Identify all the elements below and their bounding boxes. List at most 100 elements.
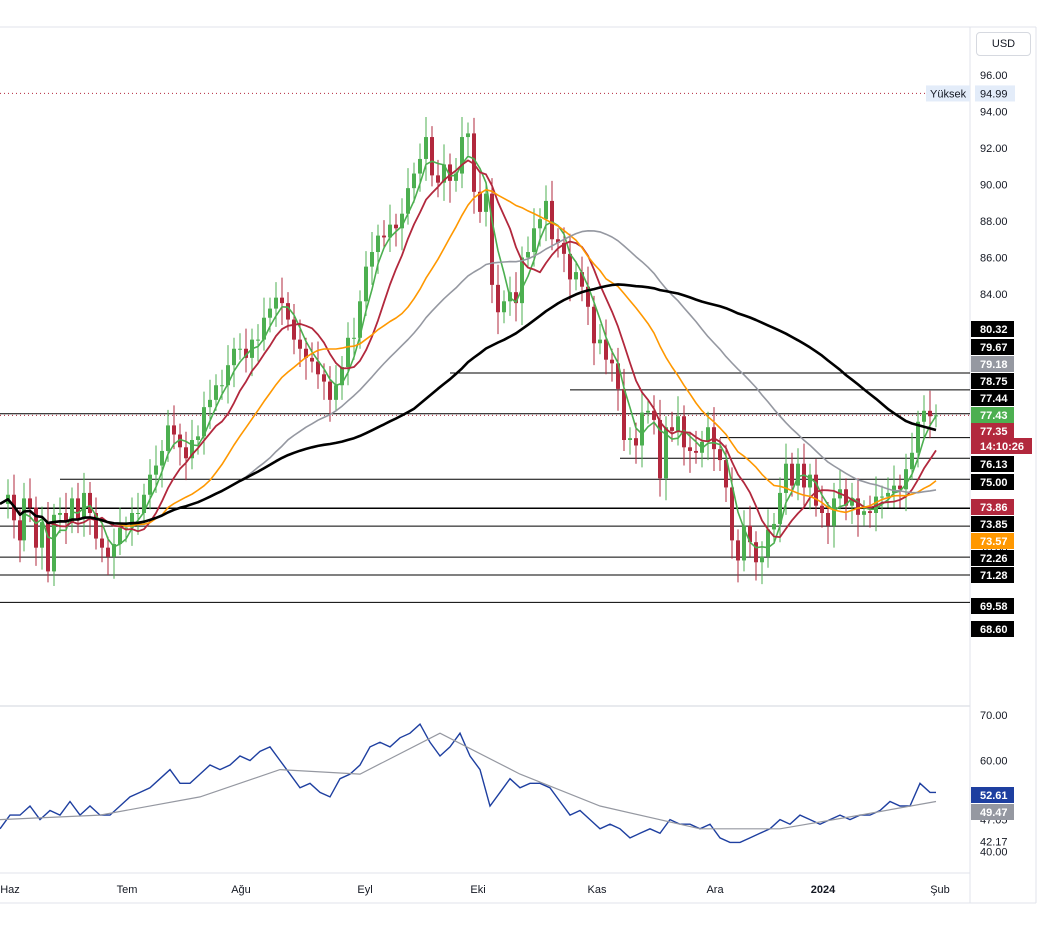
candle-body <box>778 492 782 524</box>
price-tag-label: 76.13 <box>980 459 1008 471</box>
candle-body <box>58 513 62 515</box>
candle-body <box>40 522 44 548</box>
candle-body <box>118 527 122 545</box>
candle-body <box>94 513 98 539</box>
candle-body <box>142 494 146 513</box>
candle-body <box>430 137 434 176</box>
candle-body <box>292 319 296 340</box>
candle-body <box>346 337 350 367</box>
time-tick-label: Eyl <box>357 884 372 896</box>
candle-body <box>196 436 200 440</box>
candle-body <box>28 498 32 508</box>
rsi-tag-label: 52.61 <box>980 790 1008 802</box>
candle-body <box>340 367 344 386</box>
candle-body <box>754 542 758 563</box>
rsi-tag-bg <box>971 787 1014 803</box>
candle-body <box>256 339 260 341</box>
candle-body <box>472 133 476 192</box>
currency-button[interactable]: USD <box>976 32 1031 56</box>
candle-body <box>808 474 812 488</box>
price-tag-bg <box>971 456 1014 472</box>
rsi-tick-label: 40.00 <box>980 847 1008 859</box>
candle-body <box>904 469 908 490</box>
candle-body <box>592 306 596 344</box>
candle-body <box>280 297 284 304</box>
price-tag-label: 73.85 <box>980 519 1008 531</box>
candle-body <box>568 253 572 280</box>
price-tag-bg <box>971 567 1014 583</box>
candle-body <box>634 438 638 446</box>
price-tag-label: 77.44 <box>980 393 1008 405</box>
candle-body <box>274 297 278 309</box>
candle-body <box>436 175 440 183</box>
candle-body <box>646 410 650 413</box>
candle-body <box>928 410 932 417</box>
candle-body <box>148 474 152 495</box>
price-tag-label: 75.00 <box>980 477 1008 489</box>
candle-body <box>166 425 170 451</box>
candle-body <box>370 252 374 267</box>
price-tag-bg <box>971 474 1014 490</box>
candle-body <box>556 239 560 243</box>
candle-body <box>604 339 608 360</box>
price-tag-bg <box>971 438 1032 454</box>
candle-body <box>112 544 116 557</box>
candle-body <box>316 361 320 375</box>
candle-body <box>304 348 308 358</box>
candle-body <box>586 286 590 307</box>
ma-green-line <box>0 155 937 549</box>
price-tag-bg <box>971 321 1014 337</box>
candle-body <box>760 556 764 563</box>
candle-body <box>880 496 884 498</box>
candle-body <box>910 452 914 470</box>
candle-body <box>766 529 770 557</box>
candle-body <box>418 158 422 174</box>
candle-body <box>862 511 866 515</box>
candle-body <box>136 513 140 514</box>
price-tag-label: 14:10:26 <box>980 441 1024 453</box>
price-tag-label: 77.43 <box>980 410 1008 422</box>
candle-body <box>622 388 626 440</box>
time-tick-label: 2024 <box>811 884 836 896</box>
time-tick-label: Kas <box>588 884 607 896</box>
candle-body <box>262 317 266 340</box>
candle-body <box>364 266 368 302</box>
candle-body <box>538 219 542 229</box>
candle-body <box>286 303 290 320</box>
candle-body <box>82 492 86 519</box>
candle-body <box>526 252 530 258</box>
candle-body <box>268 308 272 318</box>
price-tag-bg <box>971 390 1014 406</box>
price-tag-bg <box>971 533 1014 549</box>
candle-body <box>478 191 482 212</box>
candle-body <box>748 525 752 543</box>
time-tick-label: Ağu <box>231 884 251 896</box>
candle-body <box>376 235 380 253</box>
price-tag-label: 72.26 <box>980 553 1008 565</box>
rsi-tick-label: 70.00 <box>980 710 1008 722</box>
time-tick-label: Haz <box>0 884 20 896</box>
candle-body <box>88 492 92 513</box>
candle-body <box>394 224 398 229</box>
price-tick-label: 90.00 <box>980 180 1008 192</box>
price-tick-label: 92.00 <box>980 143 1008 155</box>
candle-body <box>460 137 464 174</box>
price-tag-label: 78.75 <box>980 376 1008 388</box>
candle-body <box>898 485 902 490</box>
rsi-tick-label: 42.17 <box>980 837 1008 849</box>
candle-body <box>244 348 248 358</box>
price-tag-bg <box>971 373 1014 389</box>
candle-body <box>100 538 104 548</box>
candle-body <box>730 487 734 541</box>
rsi-tag-label: 49.47 <box>980 807 1008 819</box>
ma-orange-line <box>0 188 937 527</box>
candle-body <box>484 193 488 212</box>
candle-body <box>328 381 332 400</box>
candle-body <box>124 527 128 529</box>
candle-body <box>238 348 242 350</box>
candle-body <box>382 235 386 238</box>
price-tag-bg <box>971 356 1014 372</box>
time-tick-label: Ara <box>706 884 724 896</box>
